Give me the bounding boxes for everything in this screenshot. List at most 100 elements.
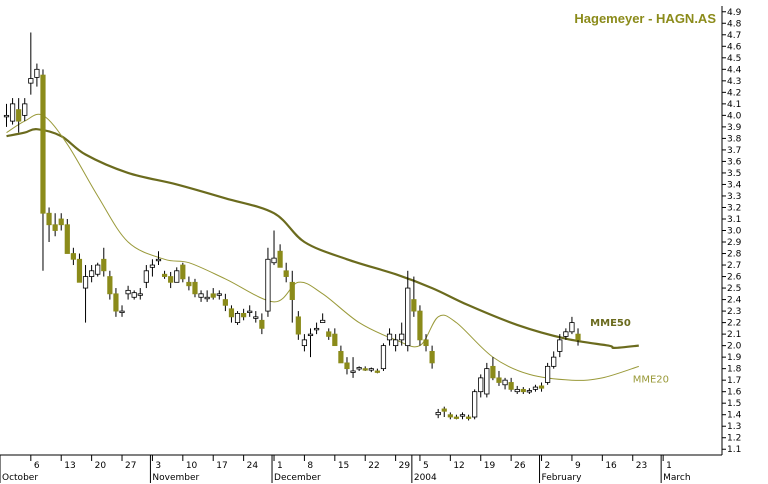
y-tick-label: 3.8 (727, 134, 742, 144)
y-tick-label: 2.4 (727, 296, 742, 306)
candle-up (9, 103, 16, 122)
y-tick-label: 3.7 (727, 146, 741, 156)
candle-down (465, 416, 472, 419)
candle-down (186, 281, 192, 287)
candle-down (520, 388, 526, 393)
y-tick-label: 2.3 (727, 307, 741, 317)
candle-up (137, 293, 143, 296)
candle-down (192, 281, 198, 295)
x-tick-label: 27 (125, 461, 136, 471)
y-tick-label: 2.9 (727, 238, 742, 248)
candle-down (168, 276, 174, 283)
x-tick-label: 15 (338, 461, 349, 471)
candle-up (34, 68, 40, 78)
x-tick-label: 22 (368, 461, 379, 471)
month-label: February (542, 473, 583, 483)
y-tick-label: 3.4 (727, 180, 742, 190)
candle-up (459, 414, 466, 417)
x-tick-label: 6 (34, 461, 40, 471)
candle-up (380, 345, 387, 370)
x-tick-label: 19 (484, 461, 496, 471)
y-tick-label: 4.6 (727, 42, 742, 52)
y-tick-label: 3.6 (727, 157, 742, 167)
month-label: November (152, 473, 199, 483)
y-tick-label: 4.1 (727, 100, 741, 110)
candle-up (247, 310, 253, 313)
candle-up (82, 276, 89, 289)
y-tick-label: 1.4 (727, 411, 742, 421)
candle-down (228, 308, 235, 318)
candle-down (46, 212, 52, 226)
candle-down (277, 250, 283, 268)
y-ticks: 1.11.21.31.41.51.61.71.81.92.02.12.22.32… (722, 8, 742, 455)
y-tick-label: 3.3 (727, 192, 741, 202)
candle-down (180, 264, 186, 280)
candle-down (326, 331, 332, 337)
y-tick-label: 1.1 (727, 445, 741, 455)
candle-down (423, 339, 429, 347)
candles (3, 32, 581, 421)
candle-down (496, 377, 502, 383)
candle-up (125, 289, 131, 295)
mme20-line (6, 113, 639, 381)
month-label: March (663, 473, 690, 483)
mme50-label: MME50 (590, 318, 631, 329)
month-label: October (2, 473, 38, 483)
candle-down (289, 281, 295, 300)
month-label: 2004 (414, 473, 437, 483)
x-tick-label: 8 (307, 461, 313, 471)
candle-down (441, 408, 447, 412)
candle-down (241, 312, 247, 318)
candle-up (557, 339, 563, 352)
candle-up (204, 296, 210, 300)
candle-down (58, 218, 64, 226)
y-tick-label: 2.5 (727, 284, 741, 294)
y-tick-label: 4.7 (727, 31, 741, 41)
x-tick-label: 9 (575, 461, 581, 471)
candle-up (216, 293, 222, 296)
candle-up (95, 264, 101, 275)
candle-down (344, 362, 350, 370)
candle-up (545, 365, 551, 383)
x-tick-label: 5 (423, 461, 429, 471)
chart-title: Hagemeyer - HAGN.AS (574, 11, 716, 26)
candle-down (113, 293, 119, 312)
candle-up (307, 333, 314, 337)
candle-up (435, 412, 441, 416)
candle-up (89, 270, 95, 277)
candle-down (40, 74, 46, 214)
candle-down (76, 258, 83, 283)
candle-down (332, 333, 338, 347)
candle-down (411, 299, 417, 312)
candle-down (70, 253, 76, 260)
y-tick-label: 1.8 (727, 365, 742, 375)
candle-up (253, 316, 259, 319)
candle-up (22, 103, 28, 116)
candle-down (490, 365, 496, 379)
y-tick-label: 3.0 (727, 227, 742, 237)
candle-down (374, 370, 380, 373)
candle-up (350, 370, 356, 373)
x-tick-label: 29 (399, 461, 411, 471)
candle-up (155, 258, 162, 262)
candle-up (405, 287, 411, 347)
x-tick-label: 3 (155, 461, 161, 471)
x-tick-label: 23 (636, 461, 647, 471)
candle-down (508, 382, 514, 390)
candle-down (259, 319, 265, 329)
candle-up (393, 339, 399, 347)
candle-down (16, 109, 22, 122)
candle-up (356, 367, 362, 370)
x-tick-label: 20 (95, 461, 107, 471)
x-tick-label: 1 (277, 461, 283, 471)
y-tick-label: 2.1 (727, 330, 741, 340)
y-tick-label: 1.7 (727, 376, 741, 386)
candle-down (101, 258, 107, 272)
candle-up (119, 310, 125, 313)
candle-up (174, 270, 180, 283)
candle-down (453, 416, 460, 419)
x-tick-label: 26 (514, 461, 526, 471)
candle-up (265, 258, 271, 312)
candle-up (526, 390, 532, 393)
